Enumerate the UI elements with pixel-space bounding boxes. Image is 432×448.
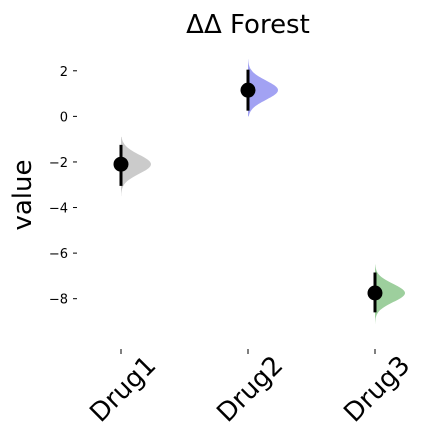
x-tick-label: Drug3: [338, 350, 416, 428]
x-axis: Drug1 Drug2 Drug3: [84, 349, 416, 428]
y-axis: 2 0 −2 −4 −6 −8: [49, 65, 77, 308]
y-tick-label: −4: [49, 202, 68, 217]
y-tick-label: 2: [60, 65, 68, 80]
y-tick-label: −6: [49, 247, 68, 262]
x-tick-label: Drug1: [84, 350, 162, 428]
x-tick-label: Drug2: [211, 350, 289, 428]
distribution-drug2: [248, 59, 278, 117]
y-axis-label: value: [8, 159, 38, 230]
chart-title: ΔΔ Forest: [186, 10, 310, 40]
point-estimate-drug1: [113, 156, 129, 172]
y-tick-label: −8: [49, 293, 68, 308]
y-tick-label: 0: [60, 110, 68, 125]
plot-area: [113, 59, 405, 324]
point-estimate-drug2: [240, 82, 256, 98]
distribution-drug1: [121, 136, 151, 197]
y-tick-label: −2: [49, 156, 68, 171]
point-estimate-drug3: [367, 285, 383, 301]
distribution-drug3: [375, 264, 405, 324]
